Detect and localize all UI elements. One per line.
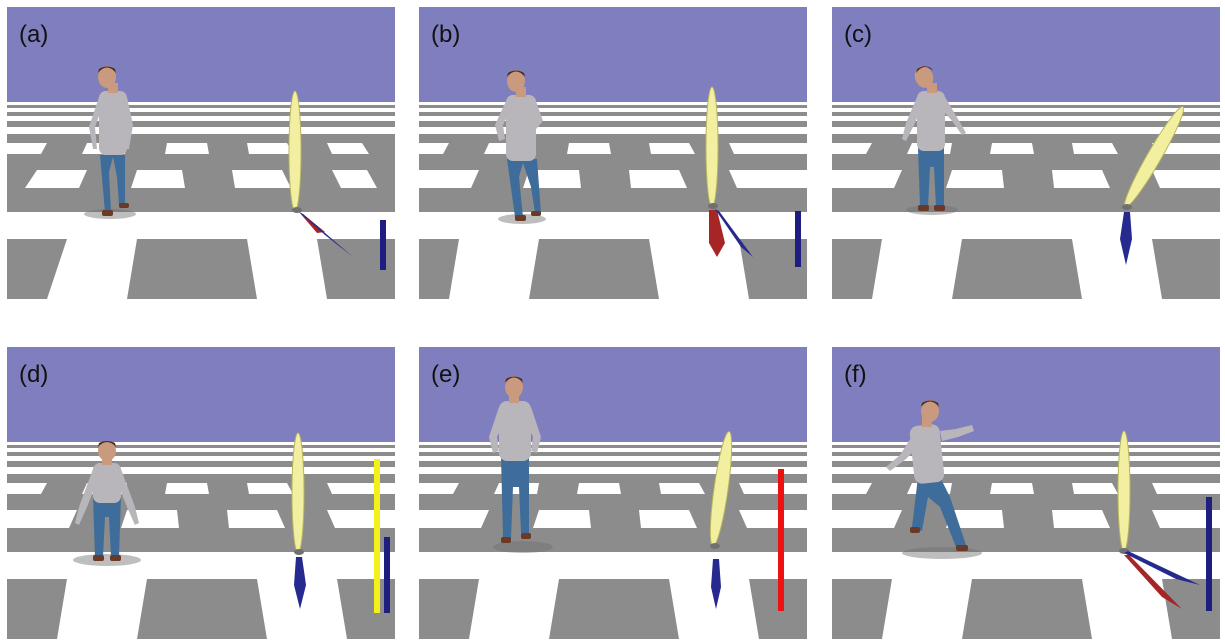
red-bar — [778, 469, 784, 611]
red-arrow — [709, 210, 725, 257]
blue-arrow — [299, 212, 353, 257]
blue-bar — [384, 537, 390, 613]
blue-bar — [1206, 497, 1212, 611]
checkerboard-floor — [419, 442, 807, 639]
walking-human-avatar — [495, 70, 546, 224]
sky — [7, 7, 395, 102]
ellipsoid-pendulum — [709, 431, 733, 549]
red-arrow — [1124, 555, 1182, 609]
walking-human-avatar — [84, 66, 136, 219]
panel-label: (b) — [431, 21, 461, 48]
walking-human-avatar — [902, 66, 966, 215]
blue-arrow — [1120, 212, 1132, 265]
yellow-bar — [374, 459, 380, 613]
sky — [7, 347, 395, 442]
blue-arrow — [294, 557, 306, 609]
walking-human-avatar — [73, 441, 141, 566]
sky — [419, 347, 807, 442]
checkerboard-floor — [7, 442, 395, 639]
sky — [832, 7, 1220, 102]
ellipsoid-pendulum — [291, 432, 305, 555]
panel-a: (a) — [7, 7, 395, 299]
ellipsoid-pendulum — [1122, 106, 1185, 210]
shadow — [73, 554, 141, 566]
walking-human-avatar — [489, 376, 553, 553]
scene-f — [832, 347, 1220, 639]
scene-a — [7, 7, 395, 299]
checkerboard-floor — [419, 102, 807, 299]
blue-arrow — [711, 559, 721, 609]
scene-b — [419, 7, 807, 299]
panel-e: (e) — [419, 347, 807, 639]
sky — [832, 347, 1220, 442]
ellipsoid-pendulum — [705, 86, 719, 209]
checkerboard-floor — [832, 442, 1220, 639]
shadow — [906, 205, 958, 215]
checkerboard-floor — [7, 102, 395, 299]
shadow — [493, 541, 553, 553]
ellipsoid-pendulum — [1117, 430, 1131, 554]
panel-c: (c) — [832, 7, 1220, 299]
sky — [419, 7, 807, 102]
blue-bar — [795, 211, 801, 267]
panel-label: (a) — [19, 21, 49, 48]
panel-d: (d) — [7, 347, 395, 639]
blue-arrow — [715, 209, 753, 257]
scene-d — [7, 347, 395, 639]
panel-f: (f) — [832, 347, 1220, 639]
panel-label: (d) — [19, 361, 49, 388]
panel-label: (e) — [431, 361, 461, 388]
panel-b: (b) — [419, 7, 807, 299]
scene-c — [832, 7, 1220, 299]
panel-label: (f) — [844, 361, 867, 388]
shadow — [902, 547, 982, 559]
scene-e — [419, 347, 807, 639]
blue-bar — [380, 220, 386, 270]
walking-human-avatar — [886, 400, 982, 559]
ellipsoid-pendulum — [288, 90, 302, 213]
blue-arrow — [1124, 551, 1200, 585]
panel-label: (c) — [844, 21, 872, 48]
